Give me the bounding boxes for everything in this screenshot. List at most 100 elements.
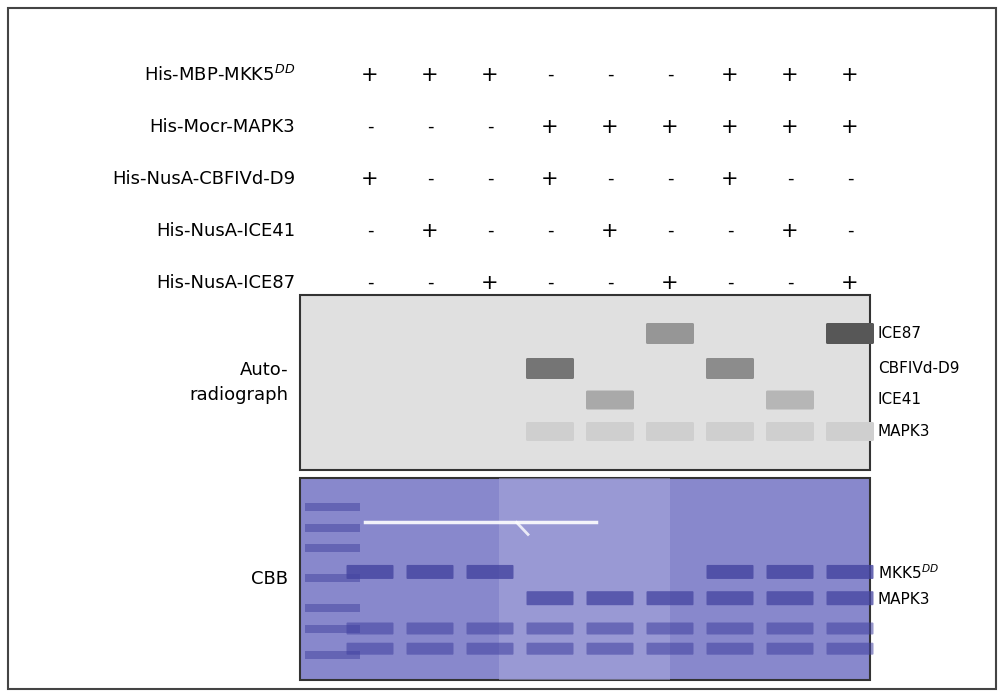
FancyBboxPatch shape (526, 591, 573, 605)
FancyBboxPatch shape (765, 565, 812, 579)
FancyBboxPatch shape (765, 643, 812, 654)
Text: -: - (606, 170, 613, 188)
FancyBboxPatch shape (466, 643, 513, 654)
FancyBboxPatch shape (586, 622, 633, 634)
Text: MKK5$^{DD}$: MKK5$^{DD}$ (878, 564, 938, 582)
FancyBboxPatch shape (586, 591, 633, 605)
FancyBboxPatch shape (586, 390, 633, 410)
FancyBboxPatch shape (526, 622, 573, 634)
Bar (499, 478, 670, 680)
Text: +: + (780, 117, 798, 137)
FancyBboxPatch shape (586, 422, 633, 441)
Text: -: - (486, 170, 492, 188)
FancyBboxPatch shape (706, 565, 752, 579)
Text: +: + (421, 65, 438, 85)
Bar (300, 478, 870, 680)
Bar (305, 523, 360, 532)
Bar (305, 604, 360, 612)
FancyBboxPatch shape (825, 643, 873, 654)
Text: His-Mocr-MAPK3: His-Mocr-MAPK3 (149, 118, 295, 136)
Text: -: - (547, 222, 553, 240)
Text: -: - (547, 66, 553, 84)
Text: -: - (426, 274, 433, 292)
FancyBboxPatch shape (706, 622, 752, 634)
Text: -: - (426, 118, 433, 136)
FancyBboxPatch shape (825, 422, 874, 441)
Text: -: - (726, 274, 732, 292)
FancyBboxPatch shape (765, 622, 812, 634)
Text: +: + (780, 221, 798, 241)
Text: -: - (426, 170, 433, 188)
Text: His-NusA-ICE87: His-NusA-ICE87 (155, 274, 295, 292)
FancyBboxPatch shape (526, 643, 573, 654)
FancyBboxPatch shape (466, 565, 513, 579)
Text: +: + (361, 169, 378, 189)
Text: -: - (846, 222, 853, 240)
FancyBboxPatch shape (526, 422, 574, 441)
Text: +: + (661, 117, 678, 137)
Text: +: + (361, 65, 378, 85)
Text: Auto-
radiograph: Auto- radiograph (189, 361, 288, 404)
Text: -: - (786, 274, 792, 292)
Text: -: - (666, 170, 673, 188)
FancyBboxPatch shape (645, 422, 693, 441)
Text: -: - (726, 222, 732, 240)
FancyBboxPatch shape (645, 323, 693, 344)
FancyBboxPatch shape (706, 591, 752, 605)
Text: His-NusA-ICE41: His-NusA-ICE41 (155, 222, 295, 240)
FancyBboxPatch shape (705, 422, 753, 441)
FancyBboxPatch shape (646, 591, 693, 605)
Text: +: + (780, 65, 798, 85)
FancyBboxPatch shape (765, 422, 813, 441)
FancyBboxPatch shape (825, 565, 873, 579)
Bar (300, 295, 870, 470)
Text: CBB: CBB (251, 570, 288, 588)
Text: +: + (541, 117, 559, 137)
FancyBboxPatch shape (825, 622, 873, 634)
FancyBboxPatch shape (466, 622, 513, 634)
FancyBboxPatch shape (346, 622, 393, 634)
Text: -: - (366, 274, 373, 292)
FancyBboxPatch shape (705, 358, 753, 379)
Text: His-NusA-CBFIVd-D9: His-NusA-CBFIVd-D9 (111, 170, 295, 188)
Bar (305, 544, 360, 552)
Bar (305, 574, 360, 582)
FancyBboxPatch shape (825, 591, 873, 605)
Text: ICE41: ICE41 (878, 392, 921, 408)
Text: MAPK3: MAPK3 (878, 592, 930, 606)
FancyBboxPatch shape (406, 643, 453, 654)
FancyBboxPatch shape (526, 358, 574, 379)
FancyBboxPatch shape (646, 622, 693, 634)
Text: -: - (786, 170, 792, 188)
Text: -: - (666, 66, 673, 84)
Text: -: - (666, 222, 673, 240)
FancyBboxPatch shape (346, 565, 393, 579)
FancyBboxPatch shape (765, 390, 813, 410)
Text: +: + (661, 273, 678, 293)
Text: +: + (720, 117, 738, 137)
Text: MAPK3: MAPK3 (878, 424, 930, 439)
Text: CBFIVd-D9: CBFIVd-D9 (878, 361, 959, 376)
Text: -: - (606, 274, 613, 292)
Text: +: + (541, 169, 559, 189)
FancyBboxPatch shape (646, 643, 693, 654)
Bar (305, 651, 360, 659)
Text: +: + (841, 117, 858, 137)
Text: +: + (720, 65, 738, 85)
FancyBboxPatch shape (765, 591, 812, 605)
FancyBboxPatch shape (825, 323, 874, 344)
Text: -: - (366, 118, 373, 136)
Text: ICE87: ICE87 (878, 326, 921, 341)
Bar (305, 625, 360, 632)
Text: -: - (606, 66, 613, 84)
Text: +: + (480, 65, 498, 85)
Text: His-MBP-MKK5$^{DD}$: His-MBP-MKK5$^{DD}$ (143, 65, 295, 85)
FancyBboxPatch shape (706, 643, 752, 654)
Text: -: - (486, 118, 492, 136)
FancyBboxPatch shape (406, 565, 453, 579)
Text: +: + (841, 273, 858, 293)
Text: +: + (841, 65, 858, 85)
Text: +: + (601, 221, 618, 241)
FancyBboxPatch shape (586, 643, 633, 654)
Text: +: + (720, 169, 738, 189)
